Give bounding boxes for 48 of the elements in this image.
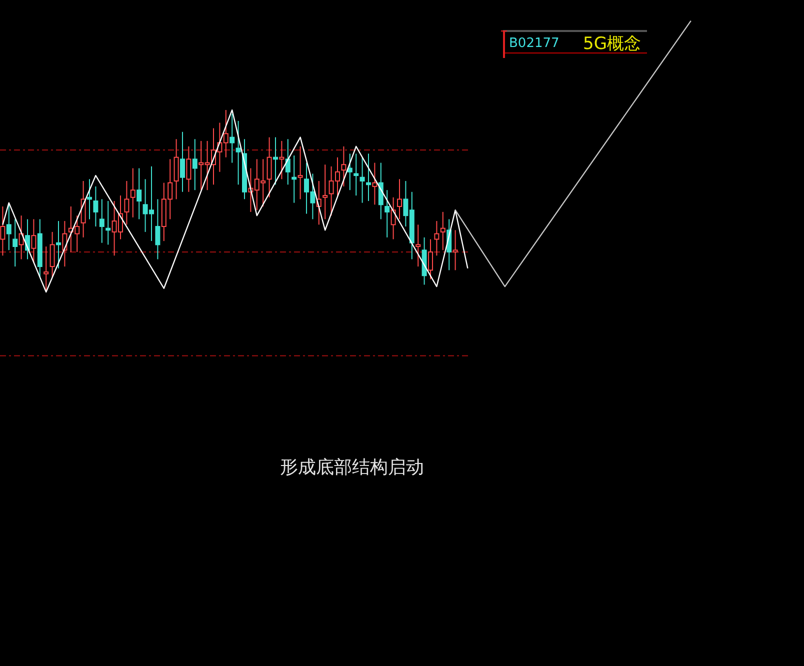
candlestick xyxy=(397,178,402,220)
candlestick xyxy=(266,136,272,198)
candlestick xyxy=(360,156,365,204)
candlestick xyxy=(366,153,371,202)
candlestick xyxy=(372,162,378,206)
candlestick xyxy=(12,218,18,268)
candlestick xyxy=(124,180,130,226)
candlestick xyxy=(31,218,36,264)
text: 形成底部结构启动 xyxy=(280,457,424,478)
candlestick xyxy=(440,211,446,251)
candlestick xyxy=(186,146,192,192)
candlestick xyxy=(354,153,359,196)
candlestick xyxy=(6,202,12,251)
candlestick xyxy=(322,164,328,220)
candlestick xyxy=(192,138,198,191)
candlestick xyxy=(428,238,433,280)
candlestick xyxy=(155,198,160,260)
candlestick xyxy=(87,178,92,220)
candlestick xyxy=(341,146,346,187)
candlestick xyxy=(422,236,427,286)
candlestick xyxy=(80,180,86,238)
candlestick xyxy=(285,138,290,186)
candlestick xyxy=(452,230,458,271)
candlestick xyxy=(56,220,61,269)
text: B02177 xyxy=(509,36,560,51)
candlestick xyxy=(416,224,421,268)
candlestick xyxy=(106,200,111,246)
candlestick xyxy=(37,218,42,278)
candlestick xyxy=(230,113,235,164)
candlestick xyxy=(236,120,241,186)
candlestick xyxy=(273,136,278,186)
candlestick xyxy=(136,168,142,220)
text: 5G概念 xyxy=(583,34,641,54)
candlestick xyxy=(50,231,55,278)
candlestick xyxy=(384,190,390,238)
candlestick xyxy=(347,153,352,191)
candlestick xyxy=(292,155,297,204)
candlestick xyxy=(180,131,185,192)
candlestick xyxy=(174,138,179,200)
candlestick xyxy=(44,246,49,292)
candlestick xyxy=(279,140,284,180)
candlestick xyxy=(99,198,104,244)
candlestick xyxy=(130,168,136,218)
candlestick xyxy=(93,186,98,227)
candlestick xyxy=(298,146,303,200)
candlestick xyxy=(0,206,6,256)
candlestick xyxy=(390,196,396,240)
candlestick xyxy=(434,220,440,256)
